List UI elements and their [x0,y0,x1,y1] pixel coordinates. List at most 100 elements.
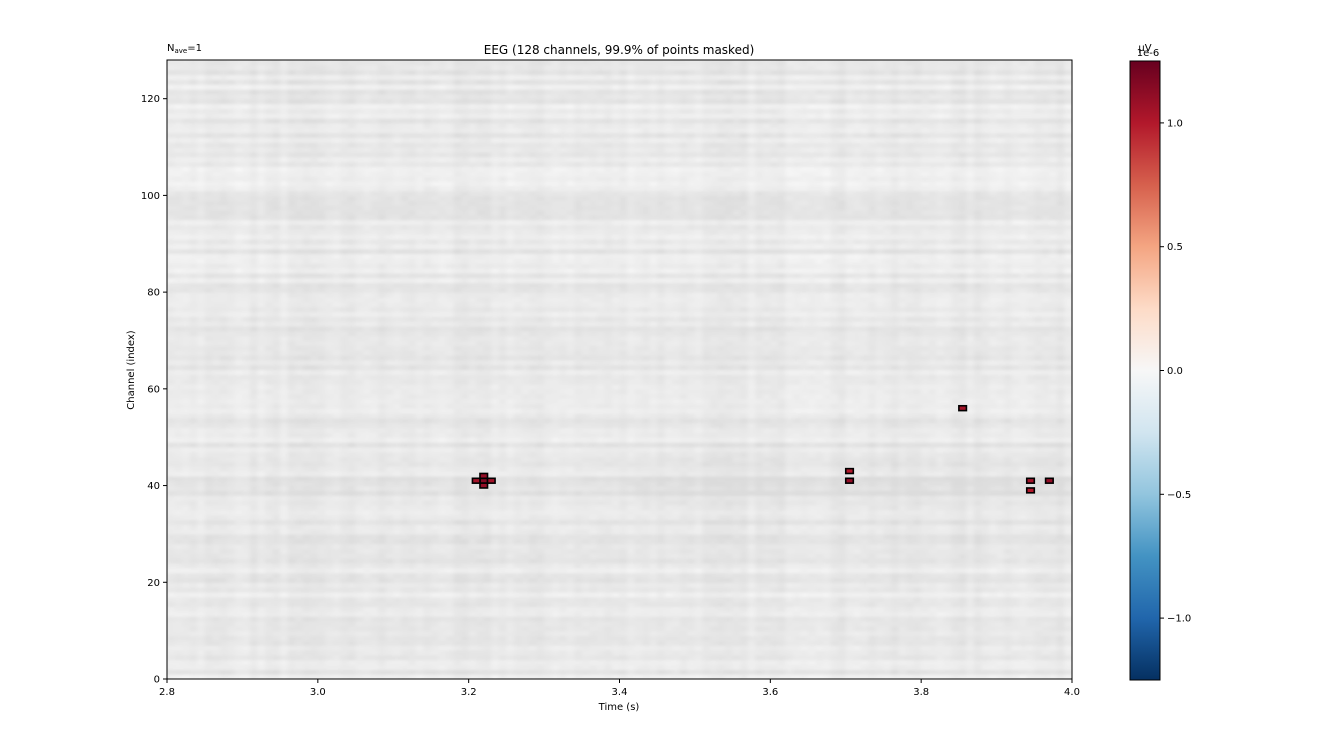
masked-cell [770,481,778,486]
masked-cell [793,664,801,669]
masked-cell [288,544,296,549]
masked-cell [340,645,348,650]
masked-cell [310,655,318,660]
masked-cell [167,587,175,592]
masked-cell [469,611,477,616]
masked-cell [484,558,492,563]
masked-cell [808,505,816,510]
masked-cell [506,577,514,582]
masked-cell [997,669,1005,674]
masked-cell [589,577,597,582]
masked-cell [499,524,507,529]
masked-cell [559,515,567,520]
masked-cell [838,669,846,674]
masked-cell [589,597,597,602]
masked-cell [612,602,620,607]
masked-cell [725,587,733,592]
masked-cell [280,481,288,486]
masked-cell [574,510,582,515]
masked-cell [439,515,447,520]
masked-cell [220,669,228,674]
masked-cell [295,519,303,524]
masked-cell [710,655,718,660]
masked-cell [371,669,379,674]
masked-cell [959,548,967,553]
masked-cell [1019,519,1027,524]
masked-cell [733,645,741,650]
masked-cell [891,568,899,573]
masked-cell [680,582,688,587]
masked-cell [205,621,213,626]
masked-cell [205,650,213,655]
masked-cell [801,592,809,597]
masked-cell [273,476,281,481]
masked-cell [205,548,213,553]
masked-cell [801,640,809,645]
masked-cell [665,500,673,505]
masked-cell [951,631,959,636]
masked-cell [544,611,552,616]
masked-cell [883,655,891,660]
masked-cell [763,505,771,510]
masked-cell [665,587,673,592]
masked-cell [182,577,190,582]
masked-cell [778,486,786,491]
masked-cell [589,544,597,549]
masked-cell [167,553,175,558]
masked-cell [808,621,816,626]
masked-cell [235,558,243,563]
masked-cell [831,640,839,645]
masked-cell [1057,558,1065,563]
masked-cell [431,573,439,578]
masked-cell [242,505,250,510]
masked-cell [190,669,198,674]
masked-cell [620,481,628,486]
masked-cell [454,534,462,539]
masked-cell [665,602,673,607]
masked-cell [921,655,929,660]
masked-cell [944,635,952,640]
masked-cell [408,626,416,631]
masked-cell [929,486,937,491]
masked-cell [371,558,379,563]
masked-cell [197,664,205,669]
masked-cell [175,515,183,520]
masked-cell [295,510,303,515]
masked-cell [665,515,673,520]
masked-cell [1064,645,1072,650]
masked-cell [446,669,454,674]
masked-cell [582,486,590,491]
masked-cell [340,621,348,626]
masked-cell [273,616,281,621]
masked-cell [1034,635,1042,640]
masked-cell [763,645,771,650]
masked-cell [265,481,273,486]
masked-cell [635,481,643,486]
masked-cell [371,631,379,636]
masked-cell [612,515,620,520]
masked-cell [491,602,499,607]
masked-cell [363,616,371,621]
masked-cell [778,592,786,597]
masked-cell [921,515,929,520]
masked-cell [386,577,394,582]
masked-cell [989,616,997,621]
masked-cell [914,515,922,520]
masked-cell [620,563,628,568]
masked-cell [838,606,846,611]
masked-cell [997,650,1005,655]
masked-cell [356,631,364,636]
masked-cell [393,621,401,626]
masked-cell [672,515,680,520]
masked-cell [190,539,198,544]
masked-cell [461,650,469,655]
masked-cell [868,664,876,669]
masked-cell [1034,606,1042,611]
masked-cell [574,558,582,563]
masked-cell [1057,616,1065,621]
masked-cell [1064,544,1072,549]
masked-cell [1042,486,1050,491]
masked-cell [514,621,522,626]
masked-cell [167,529,175,534]
masked-cell [356,606,364,611]
